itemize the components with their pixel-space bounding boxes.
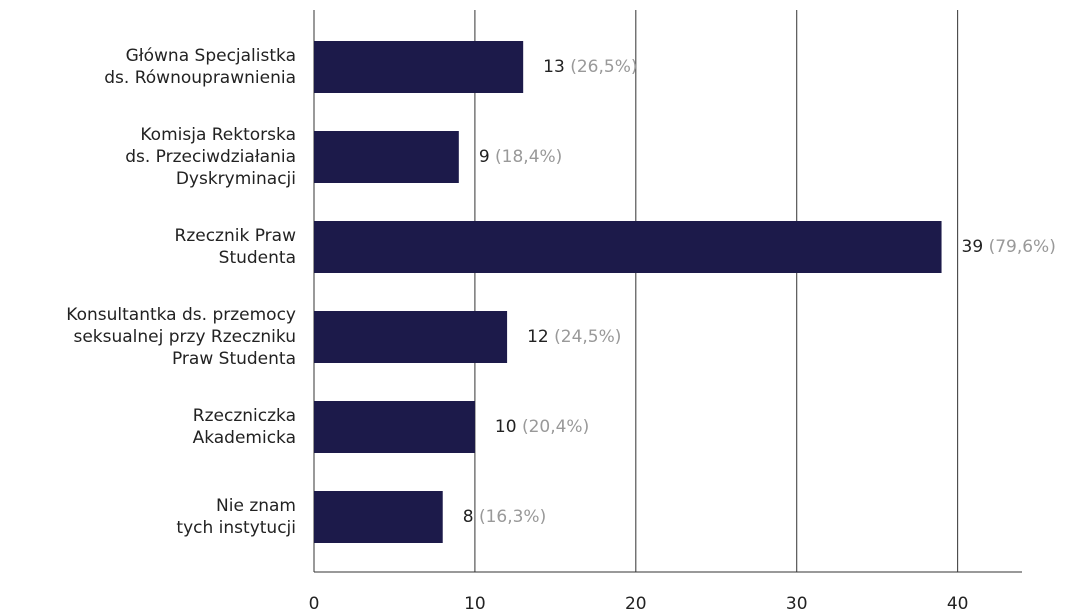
y-tick-label-line: Główna Specjalistka (126, 46, 296, 66)
y-tick-label: Rzecznik Praw Studenta (175, 226, 297, 268)
y-tick-label: Rzeczniczka Akademicka (193, 406, 296, 448)
bar (314, 401, 475, 453)
y-tick-label-line: Rzecznik Praw (175, 226, 297, 246)
value-number: 13 (543, 57, 565, 77)
value-percentage: (24,5%) (554, 327, 621, 347)
y-tick-label-line: Dyskryminacji (176, 169, 296, 189)
bar (314, 311, 508, 363)
bar (314, 221, 942, 273)
value-percentage: (26,5%) (570, 57, 637, 77)
y-tick-label: Konsultantka ds. przemocy seksualnej przy… (66, 305, 296, 369)
value-number: 8 (463, 507, 474, 527)
y-tick-label-line: Praw Studenta (172, 349, 296, 369)
y-tick-label-line: Komisja Rektorska (140, 125, 296, 145)
y-tick-label-line: Konsultantka ds. przemocy (66, 305, 296, 325)
x-tick-label: 0 (309, 594, 320, 612)
x-tick-label: 40 (947, 594, 969, 612)
y-tick-label-line: tych instytucji (176, 518, 296, 538)
x-tick-label: 10 (464, 594, 486, 612)
value-percentage: (79,6%) (989, 237, 1056, 257)
bar (314, 131, 459, 183)
value-percentage: (16,3%) (479, 507, 546, 527)
value-label: 39 (79,6%) (962, 237, 1056, 257)
value-percentage: (20,4%) (522, 417, 589, 437)
y-tick-label: Komisja Rektorska ds. Przeciwdziałania Dys… (125, 125, 296, 189)
y-tick-label-line: Studenta (219, 248, 296, 268)
value-percentage: (18,4%) (495, 147, 562, 167)
value-number: 12 (527, 327, 549, 347)
bar (314, 41, 524, 93)
y-tick-label-line: ds. Przeciwdziałania (125, 147, 296, 167)
y-tick-label-line: seksualnej przy Rzeczniku (73, 327, 296, 347)
bar (314, 491, 443, 543)
value-label: 9 (18,4%) (479, 147, 563, 167)
x-tick-label: 30 (786, 594, 808, 612)
x-tick-label: 20 (625, 594, 647, 612)
y-tick-label: Nie znam tych instytucji (176, 496, 296, 538)
y-tick-label-line: Nie znam (216, 496, 296, 516)
value-number: 39 (962, 237, 984, 257)
value-number: 9 (479, 147, 490, 167)
y-tick-label-line: Akademicka (193, 428, 296, 448)
value-label: 8 (16,3%) (463, 507, 547, 527)
value-label: 12 (24,5%) (527, 327, 621, 347)
value-number: 10 (495, 417, 517, 437)
value-label: 13 (26,5%) (543, 57, 637, 77)
y-tick-label: Główna Specjalistka ds. Równouprawnienia (104, 46, 296, 88)
y-tick-label-line: ds. Równouprawnienia (104, 68, 296, 88)
y-tick-label-line: Rzeczniczka (193, 406, 296, 426)
value-label: 10 (20,4%) (495, 417, 589, 437)
